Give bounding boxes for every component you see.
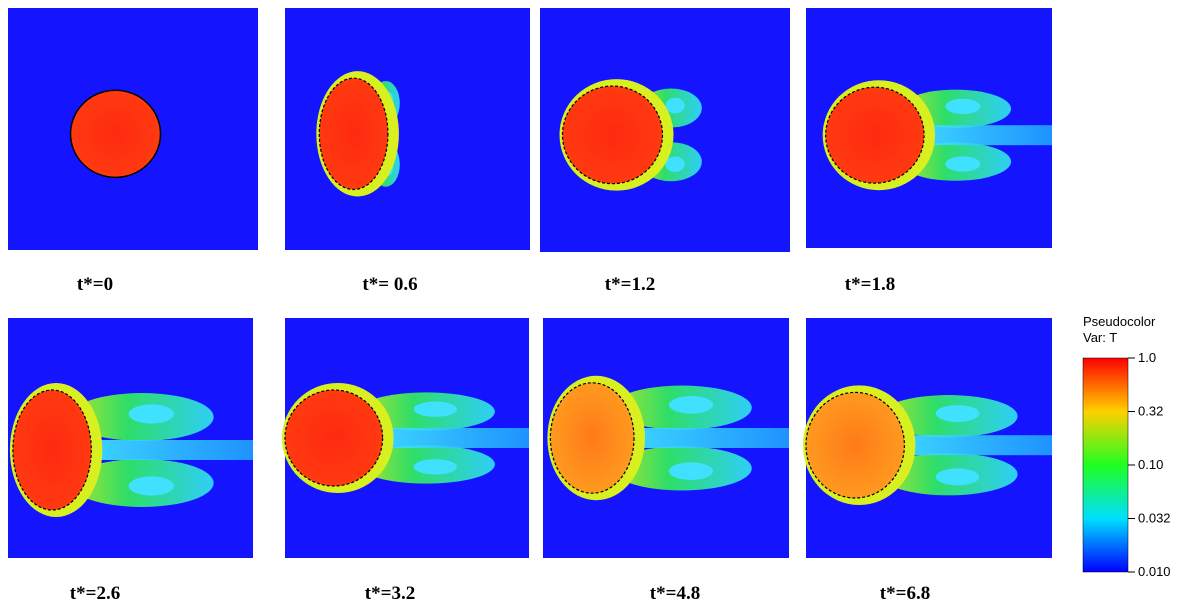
panel: t*=1.2 xyxy=(540,8,790,295)
colorbar-subtitle: Var: T xyxy=(1083,330,1117,345)
colorbar-title: Pseudocolor xyxy=(1083,314,1156,329)
vortex-core xyxy=(129,404,174,423)
panel: t*=0 xyxy=(8,8,258,295)
wake-jet xyxy=(91,440,253,460)
colorbar-tick-label: 1.0 xyxy=(1138,350,1156,365)
panel-label: t*=4.8 xyxy=(650,583,700,604)
droplet xyxy=(319,78,388,189)
vortex-core xyxy=(936,468,980,485)
wake-jet xyxy=(383,428,529,448)
panel: t*=3.2 xyxy=(282,318,529,604)
droplet xyxy=(13,390,91,510)
vortex-core xyxy=(945,99,980,114)
panel-label: t*= 0.6 xyxy=(362,274,417,295)
vortex-core xyxy=(414,459,457,474)
colorbar-tick-label: 0.032 xyxy=(1138,511,1171,526)
wake-jet xyxy=(634,428,789,448)
vortex-core xyxy=(129,476,174,495)
panels: t*=0 t*= 0.6 t*=1.2 t*=1.8 t*=2.6 t*=3.2 t*=4.… xyxy=(8,8,1052,604)
droplet xyxy=(806,392,904,498)
vortex-core xyxy=(936,405,980,422)
droplet xyxy=(550,383,634,493)
panel-label: t*=1.2 xyxy=(605,274,655,295)
panel-label: t*=6.8 xyxy=(880,583,930,604)
droplet xyxy=(285,390,383,486)
panel-label: t*=1.8 xyxy=(845,274,895,295)
panel-label: t*=2.6 xyxy=(70,583,120,604)
wake-jet xyxy=(924,125,1052,145)
panel: t*=6.8 xyxy=(803,318,1052,604)
panel: t*= 0.6 xyxy=(285,8,530,295)
colorbar-tick-label: 0.010 xyxy=(1138,564,1171,579)
vortex-core xyxy=(665,156,685,172)
vortex-core xyxy=(414,402,457,417)
colorbar-gradient xyxy=(1083,358,1128,572)
colorbar-tick-label: 0.32 xyxy=(1138,404,1163,419)
droplet xyxy=(826,87,924,183)
figure: t*=0 t*= 0.6 t*=1.2 t*=1.8 t*=2.6 t*=3.2 t*=4.… xyxy=(0,0,1180,610)
vortex-core xyxy=(669,462,713,480)
wake-jet xyxy=(904,435,1052,455)
page: t*=0 t*= 0.6 t*=1.2 t*=1.8 t*=2.6 t*=3.2 t*=4.… xyxy=(0,0,1180,610)
colorbar-tick-label: 0.10 xyxy=(1138,457,1163,472)
droplet xyxy=(563,86,663,184)
vortex-core xyxy=(669,396,713,414)
droplet xyxy=(71,90,161,177)
panel: t*=4.8 xyxy=(543,318,789,604)
vortex-core xyxy=(945,156,980,171)
panel: t*=1.8 xyxy=(806,8,1052,295)
panel: t*=2.6 xyxy=(8,318,253,604)
panel-label: t*=3.2 xyxy=(365,583,415,604)
vortex-core xyxy=(665,98,685,114)
panel-label: t*=0 xyxy=(77,274,113,295)
